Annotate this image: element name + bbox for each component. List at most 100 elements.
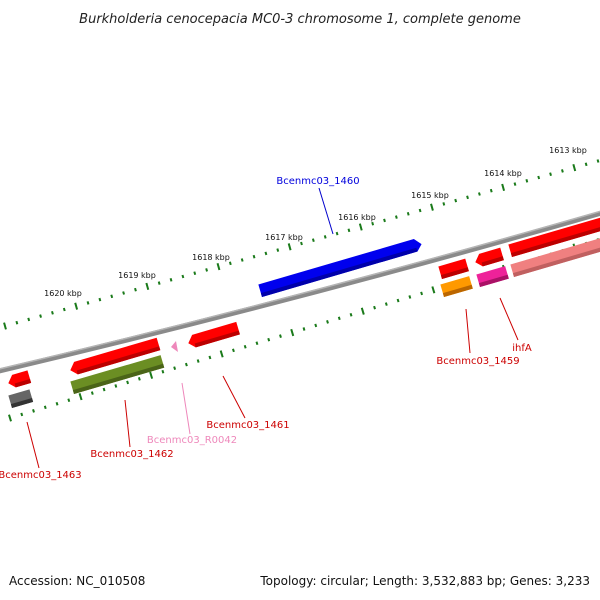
minor-tick <box>326 320 329 324</box>
gene-label-ihfa[interactable]: ihfA <box>512 343 532 354</box>
leader-ihfa <box>499 297 519 341</box>
gene-arrow-bcenmc03-1460[interactable] <box>258 237 423 297</box>
minor-tick <box>347 228 351 233</box>
minor-tick <box>314 323 318 328</box>
minor-tick <box>549 172 552 177</box>
minor-tick <box>596 159 600 163</box>
minor-tick <box>55 401 59 406</box>
minor-tick <box>255 341 259 346</box>
tick-label-1620: 1620 kbp <box>44 289 82 298</box>
leader-bcenmc03-1460 <box>318 187 334 235</box>
minor-tick <box>525 178 529 183</box>
gene-arrow-right-red-1[interactable] <box>508 216 600 257</box>
minor-tick <box>51 310 54 315</box>
major-tick <box>149 371 154 379</box>
minor-tick <box>300 241 303 246</box>
minor-tick <box>27 317 31 322</box>
tick-label-1618: 1618 kbp <box>192 253 230 262</box>
minor-tick <box>157 281 161 285</box>
minor-tick <box>193 271 197 276</box>
minor-tick <box>323 235 327 239</box>
minor-tick <box>373 305 376 310</box>
minor-tick <box>396 298 400 303</box>
gene-label-bcenmc03-1462[interactable]: Bcenmc03_1462 <box>90 449 173 460</box>
accession-text: Accession: NC_010508 <box>9 574 146 588</box>
minor-tick <box>98 297 102 302</box>
major-tick <box>8 414 12 422</box>
gene-arrow-bcenmc03-1462-red[interactable] <box>68 337 161 376</box>
chromosome-backbone <box>0 210 600 374</box>
major-tick <box>358 223 363 231</box>
gene-label-bcenmc03-1461[interactable]: Bcenmc03_1461 <box>206 420 289 431</box>
minor-tick <box>478 192 481 196</box>
minor-tick <box>232 348 235 353</box>
minor-tick <box>276 248 280 252</box>
minor-tick <box>228 261 232 266</box>
tick-label-1616: 1616 kbp <box>338 213 376 222</box>
minor-tick <box>406 211 410 216</box>
minor-tick <box>420 291 424 296</box>
gene-arrow-ihfa[interactable] <box>473 247 504 268</box>
minor-tick <box>335 231 339 236</box>
minor-tick <box>43 405 47 410</box>
minor-tick <box>349 312 353 317</box>
major-tick <box>431 286 436 294</box>
minor-tick <box>337 316 341 321</box>
minor-tick <box>442 202 446 206</box>
map-title: Burkholderia cenocepacia MC0-3 chromosom… <box>79 12 521 27</box>
gene-arrow-bcenmc03-1462[interactable] <box>70 355 165 394</box>
minor-tick <box>513 182 517 186</box>
major-tick <box>287 243 292 251</box>
major-tick <box>430 203 434 211</box>
gene-arrow-right-pink-1[interactable] <box>510 236 600 277</box>
major-tick <box>74 302 79 310</box>
tick-label-1615: 1615 kbp <box>411 191 449 200</box>
minor-tick <box>39 314 42 318</box>
gene-arrow-bcenmc03-1463-red[interactable] <box>6 370 32 389</box>
minor-tick <box>384 302 388 306</box>
minor-tick <box>110 294 114 299</box>
minor-tick <box>302 327 306 331</box>
inner-scale-ticks <box>8 238 600 422</box>
major-tick <box>501 183 506 192</box>
minor-tick <box>86 301 90 305</box>
minor-tick <box>279 334 282 338</box>
minor-tick <box>311 238 315 243</box>
leader-bcenmc03-1463 <box>26 421 40 469</box>
gene-label-bcenmc03-1460[interactable]: Bcenmc03_1460 <box>276 176 359 187</box>
minor-tick <box>181 274 185 279</box>
minor-tick <box>537 175 541 180</box>
minor-tick <box>371 221 375 226</box>
minor-tick <box>240 258 244 262</box>
leader-bcenmc03-1461 <box>222 375 246 419</box>
minor-tick <box>173 366 177 370</box>
major-tick <box>360 307 365 315</box>
minor-tick <box>208 355 212 360</box>
gene-arrow-orange[interactable] <box>440 276 473 297</box>
minor-tick <box>67 398 71 403</box>
minor-tick <box>584 162 588 167</box>
minor-tick <box>252 254 256 259</box>
gene-label-bcenmc03-1459[interactable]: Bcenmc03_1459 <box>436 356 519 367</box>
minor-tick <box>114 384 118 388</box>
minor-tick <box>134 287 137 292</box>
gene-arrow-magenta[interactable] <box>476 266 509 287</box>
major-tick <box>219 350 224 358</box>
gene-arrow-bcenmc03-1461[interactable] <box>186 321 240 349</box>
gene-arrow-bcenmc03-r0042[interactable] <box>171 341 178 352</box>
outer-scale-ticks <box>3 159 600 330</box>
minor-tick <box>90 391 94 395</box>
minor-tick <box>205 268 209 272</box>
gene-label-bcenmc03-r0042[interactable]: Bcenmc03_R0042 <box>147 435 237 446</box>
minor-tick <box>454 198 458 203</box>
minor-tick <box>264 251 268 256</box>
gene-arrow-bcenmc03-1463[interactable] <box>8 389 34 408</box>
tick-label-1617: 1617 kbp <box>265 233 303 242</box>
gene-arrow-bcenmc03-1459[interactable] <box>438 258 469 279</box>
genome-summary-text: Topology: circular; Length: 3,532,883 bp… <box>260 574 590 588</box>
minor-tick <box>15 320 19 325</box>
major-tick <box>290 328 295 337</box>
minor-tick <box>394 215 398 219</box>
gene-label-bcenmc03-1463[interactable]: Bcenmc03_1463 <box>0 470 82 481</box>
